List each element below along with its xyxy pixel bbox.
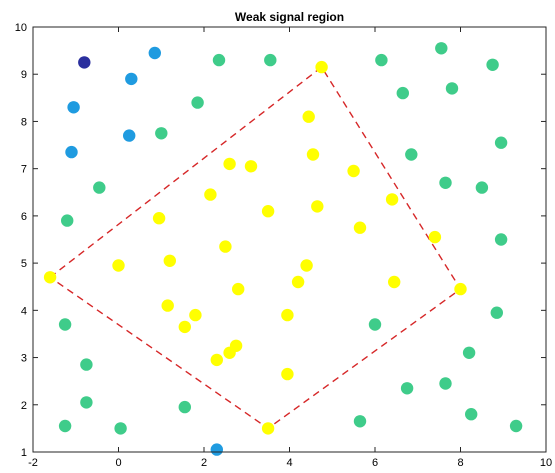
- data-point: [494, 233, 508, 246]
- data-point: [385, 193, 399, 206]
- data-point: [80, 358, 93, 371]
- data-point: [509, 419, 523, 433]
- data-point: [163, 254, 176, 267]
- data-point: [178, 320, 191, 334]
- data-point: [490, 306, 503, 319]
- data-point: [43, 271, 57, 284]
- data-point: [388, 275, 401, 289]
- data-point: [78, 56, 91, 69]
- data-point: [462, 346, 476, 359]
- y-tick-label: 3: [21, 353, 27, 365]
- data-point: [300, 259, 313, 272]
- data-points: [43, 42, 523, 456]
- data-point: [454, 282, 467, 296]
- data-point: [93, 181, 106, 194]
- y-tick-label: 5: [21, 258, 27, 270]
- x-tick-label: 10: [540, 457, 552, 469]
- y-tick-label: 6: [21, 211, 27, 223]
- data-point: [315, 60, 328, 74]
- data-point: [58, 419, 72, 433]
- data-point: [445, 82, 459, 95]
- data-point: [112, 259, 125, 272]
- data-point: [375, 53, 388, 67]
- y-tick-label: 1: [21, 447, 27, 459]
- data-point: [223, 157, 236, 171]
- y-tick-label: 2: [21, 400, 27, 412]
- data-point: [123, 129, 136, 142]
- data-point: [60, 214, 74, 227]
- data-point: [494, 136, 508, 149]
- data-point: [67, 101, 80, 114]
- chart-title: Weak signal region: [235, 10, 344, 24]
- data-point: [80, 396, 93, 409]
- data-point: [405, 148, 418, 161]
- data-point: [210, 443, 223, 456]
- data-point: [439, 176, 452, 189]
- data-point: [204, 188, 217, 201]
- y-tick-label: 4: [21, 305, 27, 317]
- data-point: [210, 353, 223, 367]
- data-point: [125, 72, 138, 86]
- data-point: [264, 53, 277, 67]
- data-point: [191, 96, 204, 109]
- data-point: [152, 212, 166, 225]
- data-point: [161, 299, 174, 312]
- data-point: [302, 110, 315, 123]
- data-point: [306, 148, 320, 161]
- data-point: [223, 346, 236, 359]
- data-point: [435, 42, 448, 55]
- data-point: [400, 382, 414, 395]
- data-point: [439, 377, 452, 390]
- y-tick-label: 8: [21, 116, 27, 128]
- data-point: [281, 367, 294, 381]
- data-point: [291, 275, 305, 289]
- data-point: [465, 408, 478, 421]
- x-tick-label: 8: [457, 457, 463, 469]
- data-point: [189, 308, 202, 322]
- data-point: [261, 205, 275, 218]
- data-point: [353, 415, 367, 428]
- y-tick-label: 10: [15, 22, 27, 34]
- data-point: [178, 400, 191, 414]
- data-point: [219, 240, 232, 253]
- data-point: [311, 200, 324, 213]
- data-point: [58, 318, 72, 331]
- data-point: [347, 164, 360, 178]
- data-point: [368, 318, 382, 331]
- data-point: [244, 160, 258, 173]
- data-point: [148, 46, 161, 60]
- data-point: [114, 422, 127, 435]
- data-point: [428, 230, 442, 244]
- x-tick-label: 2: [201, 457, 207, 469]
- data-point: [281, 308, 294, 322]
- data-point: [155, 127, 168, 140]
- y-tick-label: 9: [21, 69, 27, 81]
- y-tick-label: 7: [21, 164, 27, 176]
- data-point: [261, 422, 275, 435]
- data-point: [475, 181, 489, 194]
- data-point: [212, 53, 226, 67]
- data-point: [486, 58, 499, 71]
- data-point: [396, 86, 409, 100]
- x-tick-label: 6: [372, 457, 378, 469]
- x-tick-label: 4: [286, 457, 292, 469]
- x-tick-label: 0: [115, 457, 121, 469]
- data-point: [353, 221, 367, 234]
- data-point: [65, 145, 78, 159]
- data-point: [232, 282, 245, 296]
- x-tick-label: -2: [28, 457, 38, 469]
